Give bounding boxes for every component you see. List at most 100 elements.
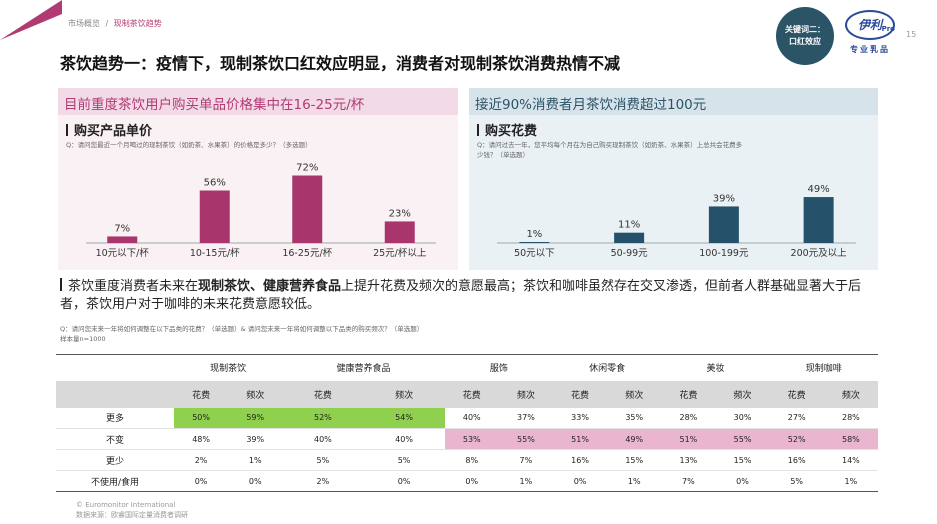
- table-cell: 40%: [462, 413, 481, 423]
- spend-subtitle: 购买花费: [477, 120, 537, 139]
- summary-text: 茶饮重度消费者未来在现制茶饮、健康营养食品上提升花费及频次的意愿最高；茶饮和咖啡…: [60, 278, 885, 314]
- x-tick-label: 100-199元: [699, 248, 749, 259]
- table-sub-header-cell: 频次: [823, 380, 878, 408]
- table-cell: 0%: [194, 476, 208, 486]
- bar-value-label: 39%: [713, 193, 735, 204]
- table-cell: 51%: [552, 428, 608, 450]
- sample-size: 样本量n=1000: [60, 335, 106, 343]
- table-cell: 51%: [661, 428, 716, 450]
- price-panel-band: [58, 115, 458, 270]
- bar: [199, 190, 230, 243]
- table-group-header-cell: 现制茶饮: [174, 354, 283, 381]
- table-row: 不使用/食用 0% 0% 2% 0% 0% 1% 0% 1% 7% 0% 5% 1%: [56, 471, 878, 492]
- price-panel-heading: 目前重度茶饮用户购买单品价格集中在16-25元/杯: [64, 97, 365, 113]
- table-sub-header-cell: 花费: [444, 380, 499, 408]
- table-cell: 1%: [627, 476, 641, 486]
- badge-line2: 口红效应: [789, 37, 821, 46]
- table-group-header-cell: 现制咖啡: [769, 354, 878, 381]
- table-cell: 35%: [625, 413, 644, 423]
- table-group-header: 现制茶饮 健康营养食品 服饰 休闲零食 美妆 现制咖啡: [56, 354, 878, 381]
- table-cell: 55%: [498, 428, 553, 450]
- table-cell: 49%: [607, 428, 662, 450]
- table-sub-header: 花费 频次 花费 频次 花费 频次 花费 频次 花费 频次 花费 频次: [56, 380, 878, 408]
- table-cell: 14%: [841, 455, 860, 465]
- table-cell: 2%: [316, 476, 330, 486]
- x-tick-label: 50-99元: [611, 248, 649, 259]
- table-row-label: 更多: [105, 414, 124, 425]
- table-cell: 59%: [228, 407, 283, 429]
- table-group-header-cell: 美妆: [661, 354, 770, 381]
- x-tick-label: 200元及以上: [791, 248, 848, 259]
- source-note: 数据来源：欧睿国际定量消费者调研: [76, 511, 188, 519]
- table-cell: 40%: [314, 434, 332, 444]
- table-group-header-cell: 健康营养食品: [282, 354, 445, 381]
- table-cell: 37%: [517, 413, 535, 423]
- table-cell: 7%: [519, 455, 533, 465]
- bar: [803, 197, 834, 243]
- x-tick-label: 25元/杯以上: [373, 247, 427, 259]
- table-cell: 1%: [844, 476, 858, 486]
- bar: [708, 206, 739, 243]
- table-row: 更多 50% 59% 52% 54% 40% 37% 33% 35% 28% 30% 27% 28%: [56, 407, 878, 429]
- table-row-label: 不使用/食用: [90, 477, 140, 488]
- x-tick-label: 50元以下: [514, 248, 555, 259]
- table-corner: [56, 380, 174, 408]
- table-question: Q：请问您未来一年将如何调整在以下品类的花费？（单选题）& 请问您未来一年将如何…: [60, 324, 423, 344]
- subtitle-bar: [477, 124, 479, 136]
- table-cell: 58%: [823, 428, 878, 450]
- summary-text-2: 上提升花费及频次的意愿最高；茶饮和咖啡虽然存在交叉渗透，但前者人群基础显著大于后…: [60, 279, 862, 312]
- table-cell: 15%: [625, 455, 644, 465]
- spend-panel: 接近90%消费者月茶饮消费超过100元 购买花费 Q：请问过去一年，您平均每个月…: [469, 88, 878, 270]
- price-panel: 目前重度茶饮用户购买单品价格集中在16-25元/杯 购买产品单价 Q：请问您最近…: [58, 88, 458, 270]
- bar-value-label: 49%: [808, 184, 830, 195]
- spend-question-line1: Q：请问过去一年，您平均每个月在为自己购买现制茶饮（如奶茶、水果茶）上总共会花费…: [477, 141, 743, 149]
- price-subtitle-text: 购买产品单价: [74, 124, 153, 139]
- breadcrumb: 市场概览 / 现制茶饮趋势: [68, 18, 162, 29]
- table-cell: 27%: [787, 413, 806, 423]
- table-corner: [56, 354, 174, 381]
- table-row: 不变 48% 39% 40% 40% 53% 55% 51% 49% 51% 55% 52% 58%: [56, 428, 878, 450]
- table-cell: 16%: [787, 455, 806, 465]
- bar: [614, 232, 645, 243]
- badge-line1: 关键词二：: [785, 25, 825, 34]
- breadcrumb-parent[interactable]: 市场概览: [68, 19, 100, 28]
- spend-question-line2: 少钱？（单选题）: [477, 151, 529, 159]
- logo-pro: Pro: [881, 25, 895, 33]
- bar-value-label: 72%: [296, 163, 318, 174]
- table-cell: 15%: [733, 455, 752, 465]
- table-sub-header-cell: 频次: [715, 380, 770, 408]
- price-subtitle: 购买产品单价: [66, 120, 152, 139]
- corner-decoration: [0, 0, 62, 40]
- page-number: 15: [906, 30, 917, 39]
- keyword-badge: 关键词二： 口红效应: [776, 7, 834, 65]
- table-cell: 16%: [571, 455, 589, 465]
- bar: [384, 221, 415, 243]
- footer: © Euromonitor International 数据来源：欧睿国际定量消…: [76, 500, 188, 520]
- table-cell: 1%: [519, 476, 533, 486]
- table-question-text: Q：请问您未来一年将如何调整在以下品类的花费？（单选题）& 请问您未来一年将如何…: [60, 325, 424, 333]
- x-tick-label: 16-25元/杯: [282, 247, 332, 259]
- table-body: 更多 50% 59% 52% 54% 40% 37% 33% 35% 28% 30% 27% 28% 不变…: [56, 407, 878, 492]
- x-tick-label: 10元以下/杯: [96, 247, 150, 259]
- summary-bar: [60, 278, 62, 291]
- summary-text-1: 茶饮重度消费者未来在: [68, 279, 199, 294]
- table-sub-header-cell: 频次: [228, 380, 283, 408]
- summary-bold: 现制茶饮、健康营养食品: [198, 279, 342, 294]
- bar: [519, 242, 550, 243]
- table-sub-header-cell: 花费: [282, 380, 364, 408]
- spend-panel-band: [469, 115, 878, 270]
- spend-panel-heading: 接近90%消费者月茶饮消费超过100元: [475, 97, 707, 113]
- table-cell: 48%: [192, 434, 210, 444]
- table-sub-header-cell: 频次: [607, 380, 662, 408]
- table-sub-header-cell: 花费: [174, 380, 229, 408]
- table-cell: 0%: [397, 476, 411, 486]
- intent-table: 现制茶饮 健康营养食品 服饰 休闲零食 美妆 现制咖啡 花费 频次 花费 频次 花费 频次 花费 频次花…: [56, 354, 878, 492]
- table-cell: 50%: [174, 407, 229, 429]
- logo-subtitle: 专业乳品: [850, 45, 890, 54]
- table-row-label: 更少: [105, 456, 124, 467]
- bar-value-label: 23%: [389, 208, 411, 219]
- table-sub-header-cell: 花费: [769, 380, 824, 408]
- x-tick-label: 10-15元/杯: [190, 247, 240, 259]
- brand-logo: 伊利 Pro 专业乳品: [842, 10, 898, 62]
- bar-value-label: 1%: [526, 229, 542, 240]
